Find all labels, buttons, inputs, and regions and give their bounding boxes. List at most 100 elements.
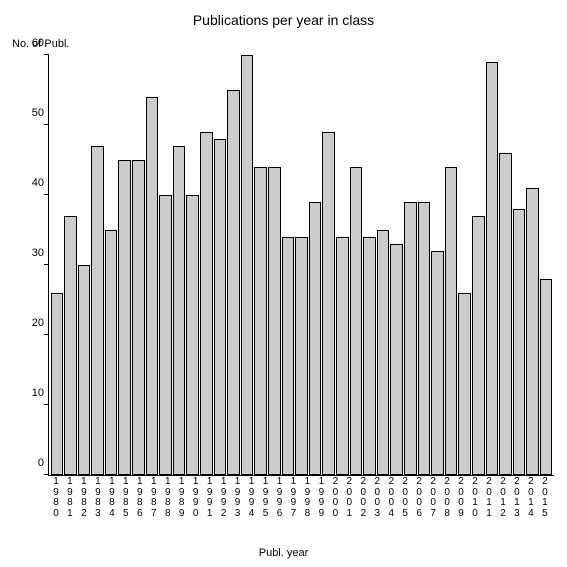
x-tick: 2014	[524, 477, 537, 521]
bar	[105, 230, 118, 475]
x-tick-label: 2011	[486, 477, 492, 519]
x-tick-label: 2010	[472, 477, 478, 519]
x-tick-label: 1987	[151, 477, 157, 519]
x-tick-label: 2001	[347, 477, 353, 519]
x-tick: 2004	[385, 477, 398, 521]
bar	[404, 202, 417, 475]
y-tick-label: 50	[4, 107, 44, 119]
x-tick-label: 1991	[207, 477, 213, 519]
x-tick-label: 1980	[53, 477, 59, 519]
chart-container: Publications per year in class No. of Pu…	[0, 0, 567, 567]
bar	[336, 237, 349, 475]
x-tick: 1996	[273, 477, 286, 521]
x-tick: 2013	[510, 477, 523, 521]
x-tick: 1990	[189, 477, 202, 521]
x-tick: 1995	[259, 477, 272, 521]
x-tick-label: 1996	[277, 477, 283, 519]
x-tick-label: 2014	[528, 477, 534, 519]
x-tick: 1986	[133, 477, 146, 521]
x-tick: 2009	[455, 477, 468, 521]
x-tick-label: 1994	[249, 477, 255, 519]
x-tick: 1989	[175, 477, 188, 521]
bar	[390, 244, 403, 475]
bar	[78, 265, 91, 475]
x-tick: 2007	[427, 477, 440, 521]
x-tick-label: 2004	[388, 477, 394, 519]
x-tick: 1988	[161, 477, 174, 521]
bar	[322, 132, 335, 475]
x-tick-label: 1992	[221, 477, 227, 519]
bar	[445, 167, 458, 475]
x-tick-label: 2000	[333, 477, 339, 519]
x-tick-label: 2013	[514, 477, 520, 519]
x-tick: 1987	[147, 477, 160, 521]
bar	[513, 209, 526, 475]
x-tick: 1984	[105, 477, 118, 521]
x-tick: 1997	[287, 477, 300, 521]
plot-area	[48, 55, 554, 476]
x-tick-label: 1981	[67, 477, 73, 519]
bar	[241, 55, 254, 475]
bar	[486, 62, 499, 475]
x-tick: 1980	[50, 477, 63, 521]
x-tick-label: 1989	[179, 477, 185, 519]
x-tick: 2008	[441, 477, 454, 521]
x-tick-label: 1982	[81, 477, 87, 519]
bar	[118, 160, 131, 475]
x-tick: 1981	[63, 477, 76, 521]
y-ticks: 0102030405060	[0, 55, 48, 475]
x-tick-label: 1983	[95, 477, 101, 519]
bar	[227, 90, 240, 475]
x-tick-label: 1999	[319, 477, 325, 519]
x-tick: 1993	[231, 477, 244, 521]
bar	[431, 251, 444, 475]
bar	[254, 167, 267, 475]
x-tick: 1992	[217, 477, 230, 521]
y-tick-label: 40	[4, 177, 44, 189]
x-tick: 1999	[315, 477, 328, 521]
x-tick-label: 1998	[305, 477, 311, 519]
x-tick-label: 1986	[137, 477, 143, 519]
x-tick-label: 1995	[263, 477, 269, 519]
x-axis-label: Publ. year	[0, 547, 567, 559]
x-tick: 2003	[371, 477, 384, 521]
bar	[91, 146, 104, 475]
bar	[418, 202, 431, 475]
x-tick: 1998	[301, 477, 314, 521]
bar	[458, 293, 471, 475]
x-tick: 2001	[343, 477, 356, 521]
x-tick: 2005	[399, 477, 412, 521]
bar	[526, 188, 539, 475]
bar	[377, 230, 390, 475]
x-tick: 2000	[329, 477, 342, 521]
x-tick-label: 2003	[374, 477, 380, 519]
bar	[159, 195, 172, 475]
bar	[214, 139, 227, 475]
x-tick-label: 1984	[109, 477, 115, 519]
x-tick-label: 2015	[542, 477, 548, 519]
x-tick-label: 2002	[361, 477, 367, 519]
bars-container	[49, 55, 554, 475]
x-tick-label: 1990	[193, 477, 199, 519]
x-tick-label: 2007	[430, 477, 436, 519]
bar	[309, 202, 322, 475]
x-tick-label: 2009	[458, 477, 464, 519]
x-tick: 2010	[469, 477, 482, 521]
y-tick-label: 20	[4, 317, 44, 329]
x-tick-label: 1985	[123, 477, 129, 519]
bar	[363, 237, 376, 475]
y-tick-label: 60	[4, 37, 44, 49]
x-tick: 2006	[413, 477, 426, 521]
x-tick: 1983	[91, 477, 104, 521]
x-tick-label: 2005	[402, 477, 408, 519]
bar	[350, 167, 363, 475]
bar	[64, 216, 77, 475]
x-tick: 2011	[483, 477, 496, 521]
x-tick: 1982	[77, 477, 90, 521]
y-tick-label: 10	[4, 387, 44, 399]
x-tick: 1991	[203, 477, 216, 521]
bar	[295, 237, 308, 475]
x-tick: 2015	[538, 477, 551, 521]
y-tick-label: 0	[4, 457, 44, 469]
x-tick: 2012	[497, 477, 510, 521]
